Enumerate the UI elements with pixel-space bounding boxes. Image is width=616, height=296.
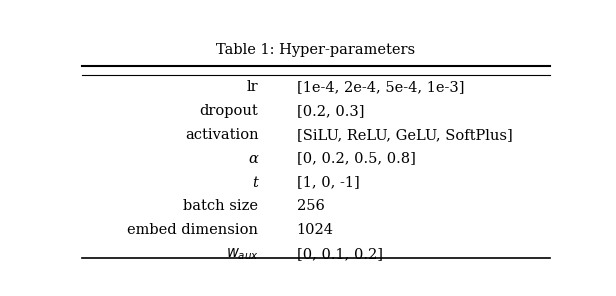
Text: [0, 0.1, 0.2]: [0, 0.1, 0.2]	[297, 247, 383, 261]
Text: [0, 0.2, 0.5, 0.8]: [0, 0.2, 0.5, 0.8]	[297, 152, 415, 165]
Text: t: t	[253, 176, 259, 189]
Text: lr: lr	[247, 80, 259, 94]
Text: [0.2, 0.3]: [0.2, 0.3]	[297, 104, 364, 118]
Text: 1024: 1024	[297, 223, 334, 237]
Text: [SiLU, ReLU, GeLU, SoftPlus]: [SiLU, ReLU, GeLU, SoftPlus]	[297, 128, 513, 142]
Text: embed dimension: embed dimension	[128, 223, 259, 237]
Text: 256: 256	[297, 200, 325, 213]
Text: $w_{aux}$: $w_{aux}$	[225, 247, 259, 262]
Text: [1, 0, -1]: [1, 0, -1]	[297, 176, 359, 189]
Text: activation: activation	[185, 128, 259, 142]
Text: [1e-4, 2e-4, 5e-4, 1e-3]: [1e-4, 2e-4, 5e-4, 1e-3]	[297, 80, 464, 94]
Text: dropout: dropout	[200, 104, 259, 118]
Text: α: α	[248, 152, 259, 165]
Text: Table 1: Hyper-parameters: Table 1: Hyper-parameters	[216, 44, 415, 57]
Text: batch size: batch size	[184, 200, 259, 213]
